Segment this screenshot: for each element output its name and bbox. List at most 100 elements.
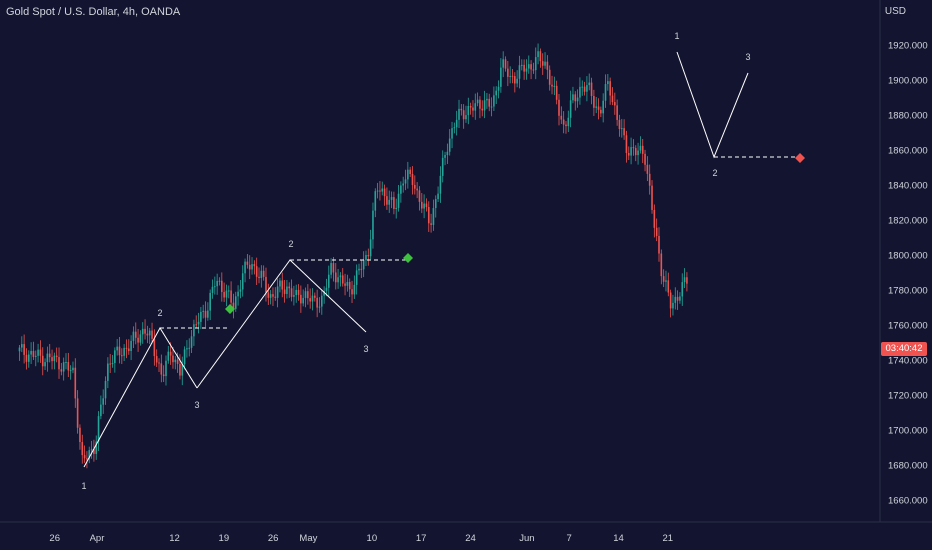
candle-body xyxy=(497,86,500,91)
candle-body xyxy=(60,369,63,372)
candle-body xyxy=(646,164,649,174)
chart-title: Gold Spot / U.S. Dollar, 4h, OANDA xyxy=(6,6,181,18)
x-tick-label: 26 xyxy=(49,533,60,544)
candle-body xyxy=(244,261,246,274)
candle-body xyxy=(376,190,379,192)
candle-body xyxy=(383,188,386,197)
candle-body xyxy=(600,109,602,114)
candle-body xyxy=(444,155,446,158)
candle-body xyxy=(272,294,274,297)
candle-body xyxy=(648,173,651,186)
candle-body xyxy=(455,119,458,128)
candle-body xyxy=(530,64,532,70)
candle-body xyxy=(230,290,232,303)
candle-body xyxy=(462,110,465,120)
candle-body xyxy=(34,355,37,357)
candle-body xyxy=(437,193,439,200)
candle-body xyxy=(79,427,81,443)
candle-body xyxy=(616,105,618,120)
pattern-point-label: 1 xyxy=(674,31,679,41)
candle-body xyxy=(611,95,614,103)
y-tick-label: 1660.000 xyxy=(888,496,928,507)
candle-body xyxy=(216,280,218,287)
candle-body xyxy=(274,296,277,298)
candle-body xyxy=(304,291,307,298)
candle-body xyxy=(327,274,330,288)
x-tick-label: 17 xyxy=(416,533,427,544)
candle-body xyxy=(195,324,198,326)
candle-body xyxy=(560,115,563,120)
candle-body xyxy=(423,203,425,209)
candle-body xyxy=(651,185,653,210)
candle-body xyxy=(395,207,398,209)
candle-body xyxy=(637,150,639,156)
candle-body xyxy=(362,260,365,270)
candle-body xyxy=(58,357,60,370)
candle-body xyxy=(218,280,221,282)
candle-body xyxy=(581,86,584,88)
candle-body xyxy=(246,261,249,265)
candle-body xyxy=(253,264,256,267)
candle-body xyxy=(162,374,165,377)
candle-body xyxy=(388,199,391,205)
candle-body xyxy=(518,65,521,79)
candle-body xyxy=(381,188,384,192)
candle-body xyxy=(227,290,230,292)
candle-body xyxy=(32,350,35,357)
candle-body xyxy=(330,263,332,275)
candle-body xyxy=(146,333,149,336)
candle-body xyxy=(169,351,172,356)
candle-body xyxy=(55,355,58,358)
candle-body xyxy=(134,331,137,338)
candle-body xyxy=(23,344,25,355)
candle-body xyxy=(404,179,407,184)
candle-body xyxy=(660,253,663,277)
candle-body xyxy=(458,108,460,120)
candle-body xyxy=(90,449,93,451)
candle-body xyxy=(565,124,567,127)
candle-body xyxy=(483,100,486,111)
candle-body xyxy=(420,201,423,209)
candle-body xyxy=(588,82,591,86)
candle-body xyxy=(237,291,239,297)
candle-body xyxy=(148,330,151,336)
candle-body xyxy=(81,442,84,456)
pattern-point-label: 2 xyxy=(712,168,717,178)
candle-body xyxy=(172,355,174,363)
candle-body xyxy=(590,82,593,96)
y-tick-label: 1840.000 xyxy=(888,181,928,192)
pattern-point-label: 2 xyxy=(157,308,162,318)
candle-body xyxy=(502,59,504,68)
candle-body xyxy=(193,324,195,337)
candle-body xyxy=(221,280,223,293)
candle-body xyxy=(132,331,135,341)
candle-body xyxy=(62,362,65,372)
candle-body xyxy=(121,355,123,357)
candle-body xyxy=(111,363,114,365)
candle-body xyxy=(495,90,498,96)
candle-body xyxy=(118,346,121,356)
candle-body xyxy=(546,61,549,70)
candle-body xyxy=(337,277,339,283)
candle-body xyxy=(248,264,251,270)
candle-body xyxy=(283,289,286,294)
candle-body xyxy=(214,286,216,288)
candle-body xyxy=(544,61,546,66)
candle-body xyxy=(532,69,535,71)
candle-body xyxy=(427,207,430,224)
candle-body xyxy=(41,355,44,367)
candle-body xyxy=(102,398,105,405)
candle-body xyxy=(332,263,335,273)
candle-body xyxy=(239,289,242,292)
candle-body xyxy=(339,275,342,278)
candle-body xyxy=(662,276,665,282)
candle-body xyxy=(314,295,316,298)
candle-body xyxy=(153,338,156,357)
candle-body xyxy=(190,336,193,348)
candle-body xyxy=(679,296,681,301)
y-tick-label: 1860.000 xyxy=(888,146,928,157)
candle-body xyxy=(325,287,328,291)
candle-body xyxy=(481,108,484,111)
candle-body xyxy=(555,85,558,100)
